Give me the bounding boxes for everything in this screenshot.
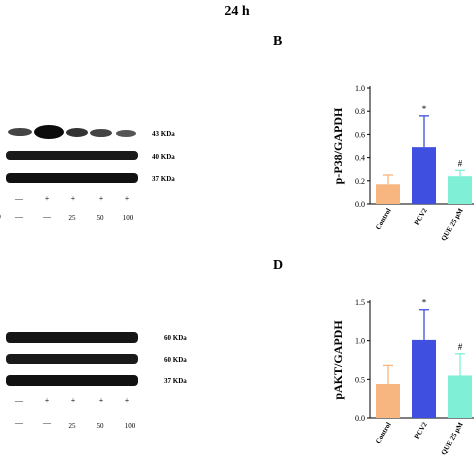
y-tick-label: 0.2 — [355, 177, 365, 186]
significance-mark: # — [458, 342, 463, 352]
lane-label-fragment: 0 — [0, 213, 6, 221]
treatment-mark: — — [15, 418, 23, 427]
x-tick-label: Control — [374, 207, 393, 231]
y-tick-label: 0.0 — [355, 414, 365, 423]
bar-0 — [376, 184, 400, 204]
y-tick-label: 1.0 — [355, 337, 365, 346]
blot-band — [6, 354, 138, 364]
figure-title: 24 h — [224, 4, 250, 19]
treatment-mark: — — [15, 396, 23, 405]
kda-label: 40 KDa — [152, 153, 175, 161]
x-tick-label: QUE 25 μM — [440, 207, 465, 243]
y-tick-label: 0.8 — [355, 107, 365, 116]
y-tick-label: 1.5 — [355, 298, 365, 307]
dose-label: 100 — [124, 422, 136, 430]
kda-label: 43 KDa — [152, 130, 175, 138]
bar-2 — [448, 375, 472, 418]
y-tick-label: 0.5 — [355, 375, 365, 384]
bar-1 — [412, 339, 436, 418]
treatment-mark: + — [70, 194, 76, 203]
significance-mark: # — [458, 158, 463, 168]
dose-label: 25 — [68, 214, 76, 222]
kda-label: 37 KDa — [164, 377, 187, 385]
western-blot-b — [0, 118, 160, 198]
dose-label: 25 — [68, 422, 76, 430]
treatment-mark: — — [43, 212, 51, 221]
treatment-mark: + — [44, 194, 50, 203]
y-axis-label: p-P38/GAPDH — [331, 107, 345, 184]
panel-letter-d: D — [273, 258, 284, 273]
significance-mark: * — [422, 298, 427, 308]
treatment-mark: + — [98, 194, 104, 203]
x-tick-label: Control — [374, 421, 393, 445]
dose-label: 50 — [96, 214, 104, 222]
blot-band — [6, 151, 138, 160]
kda-label: 60 KDa — [164, 356, 187, 364]
blot-band — [34, 125, 64, 139]
significance-mark: * — [422, 104, 427, 114]
bar-1 — [412, 147, 436, 204]
treatment-mark: + — [124, 396, 130, 405]
bar-2 — [448, 176, 472, 204]
dose-label: 100 — [122, 214, 134, 222]
y-tick-label: 0.6 — [355, 130, 365, 139]
treatment-mark: — — [15, 194, 23, 203]
y-tick-label: 1.0 — [355, 84, 365, 93]
bar-chart-pakt: pAKT/GAPDH 0.0 0.5 1.0 1.5 Control * PCV2 # QUE 2… — [331, 298, 474, 457]
panel-letter-b: B — [273, 34, 283, 49]
blot-band — [8, 128, 32, 136]
blot-band — [66, 128, 88, 137]
western-blot-d — [0, 326, 160, 396]
x-tick-label: PCV2 — [413, 421, 429, 441]
x-tick-label: QUE 25 μM — [440, 421, 465, 457]
treatment-mark: + — [70, 396, 76, 405]
dose-label: 50 — [96, 422, 104, 430]
y-tick-label: 0.0 — [355, 200, 365, 209]
kda-label: 37 KDa — [152, 175, 175, 183]
blot-band — [90, 129, 112, 137]
y-axis-label: pAKT/GAPDH — [331, 320, 345, 400]
blot-band — [6, 375, 138, 386]
blot-band — [6, 332, 138, 343]
blot-band — [6, 173, 138, 183]
treatment-mark: + — [124, 194, 130, 203]
treatment-mark: + — [44, 396, 50, 405]
treatment-mark: + — [98, 396, 104, 405]
bar-chart-p-p38: p-P38/GAPDH 0.0 0.2 0.4 0.6 0.8 1.0 Control * PCV… — [331, 84, 474, 243]
treatment-mark: — — [43, 418, 51, 427]
blot-band — [116, 130, 136, 137]
x-tick-label: PCV2 — [413, 207, 429, 227]
treatment-mark: — — [15, 212, 23, 221]
kda-label: 60 KDa — [164, 334, 187, 342]
y-tick-label: 0.4 — [355, 154, 365, 163]
bar-0 — [376, 383, 400, 418]
